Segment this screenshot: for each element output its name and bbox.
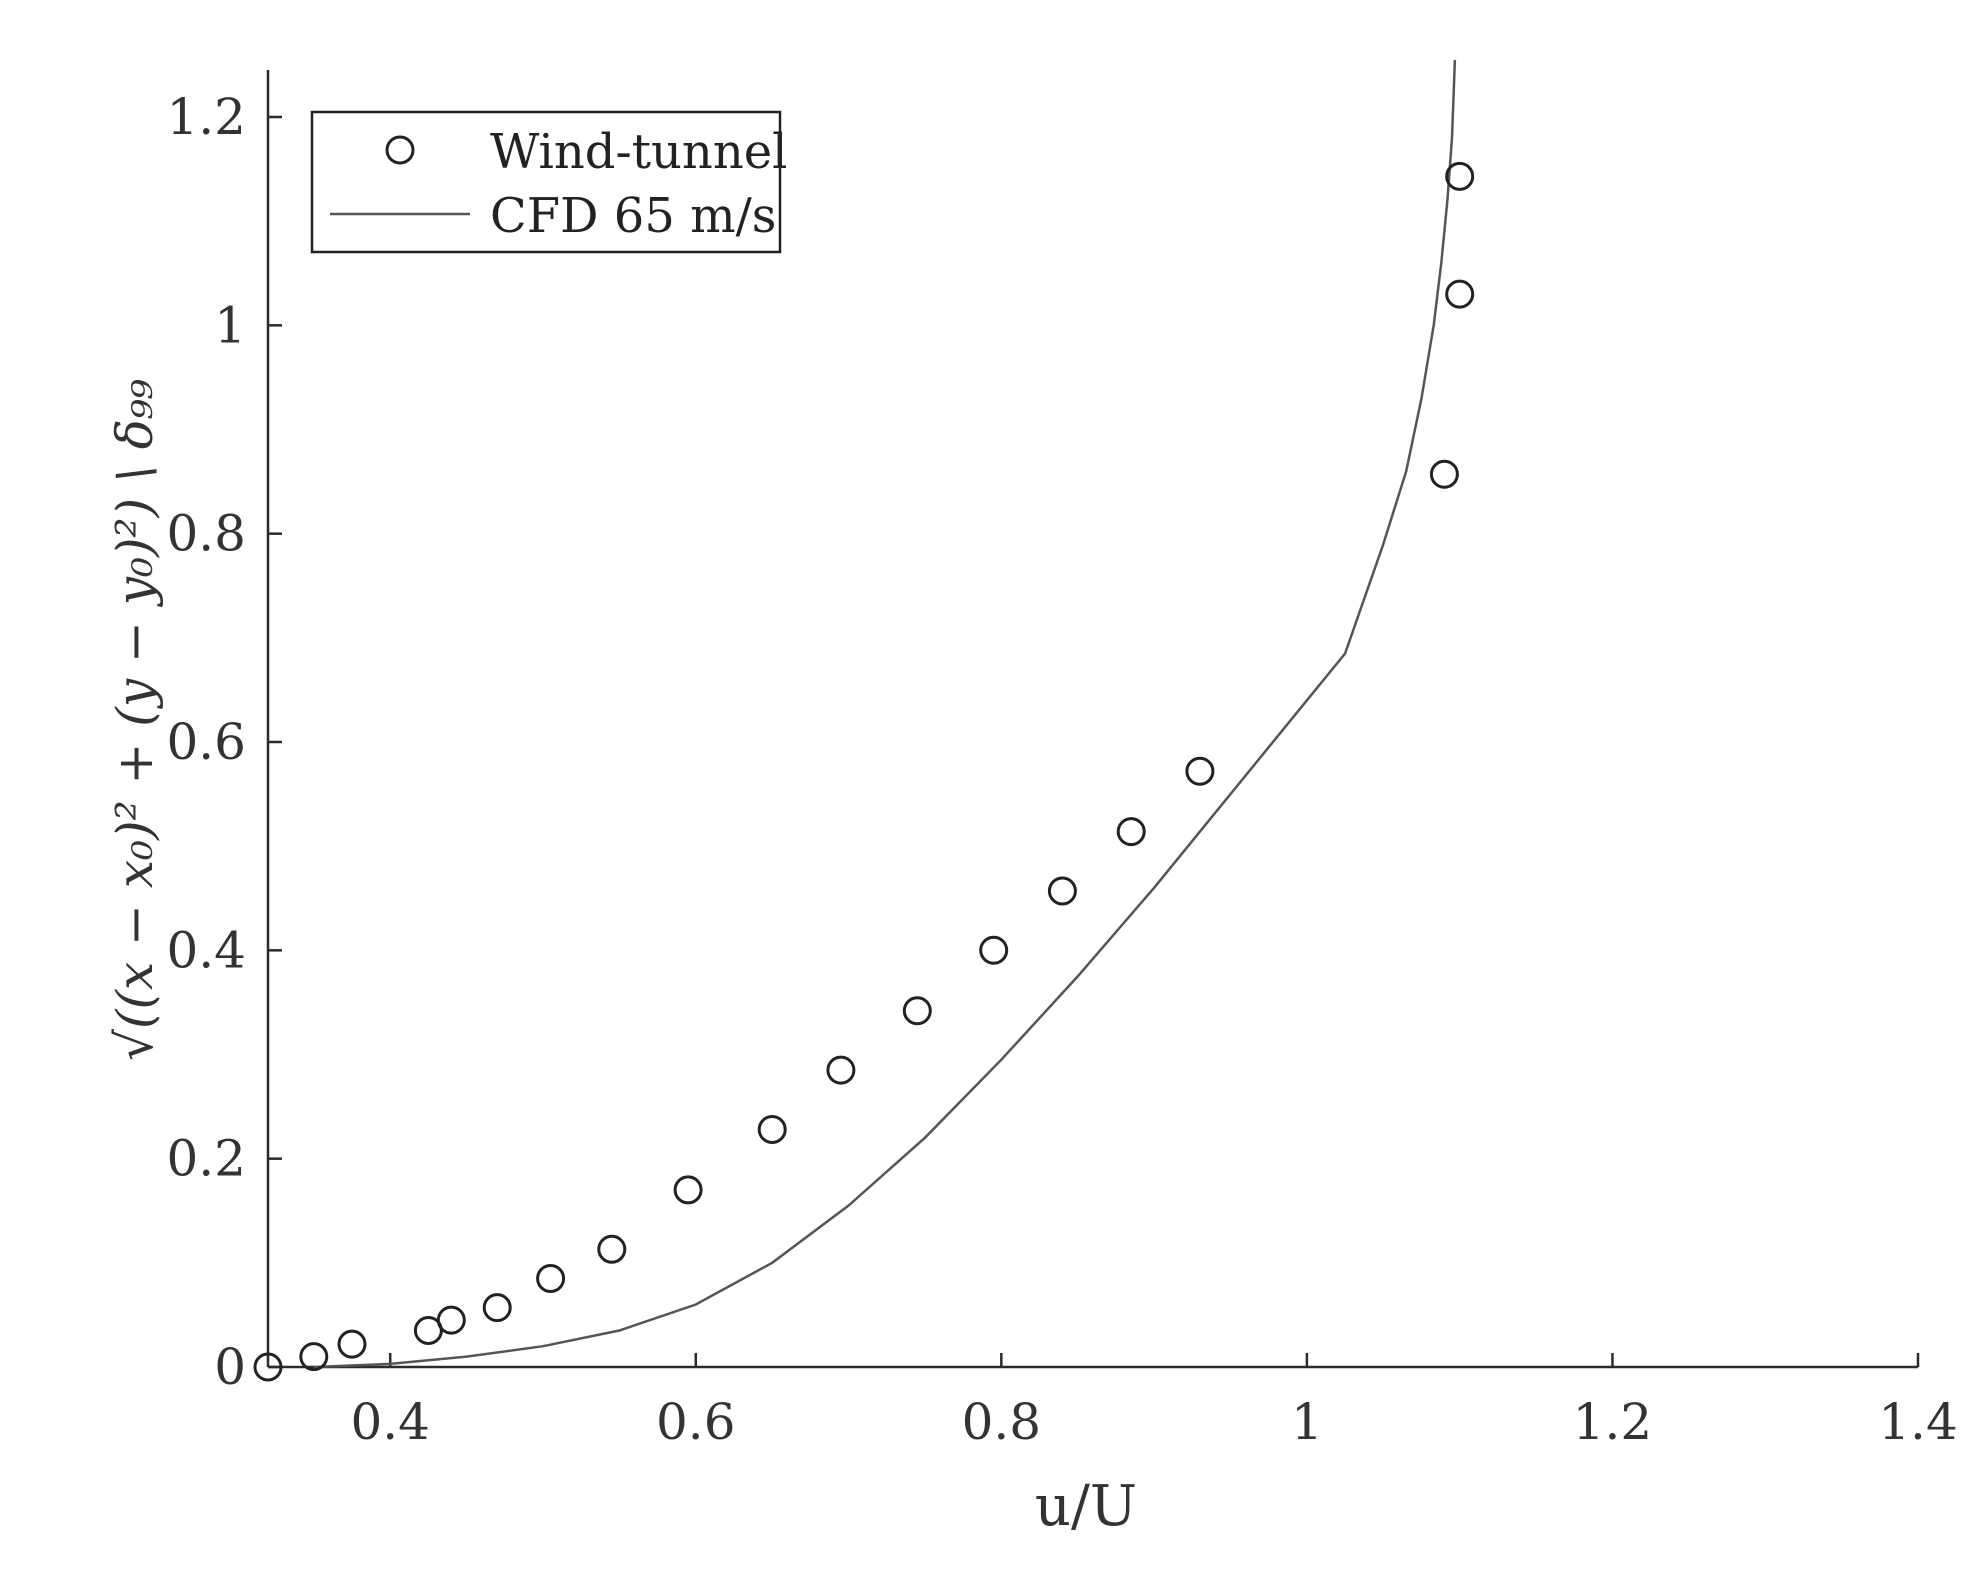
wind-tunnel-point xyxy=(1185,756,1215,786)
x-tick-label: 1 xyxy=(1291,1393,1323,1451)
y-tick-label: 0.8 xyxy=(166,505,246,563)
wind-tunnel-point xyxy=(436,1305,466,1335)
wind-tunnel-point xyxy=(1445,279,1475,309)
legend-marker-wind-tunnel xyxy=(385,135,415,165)
wind-tunnel-point xyxy=(1047,876,1077,906)
wind-tunnel-point xyxy=(337,1329,367,1359)
x-tick-label: 0.6 xyxy=(656,1393,736,1451)
wind-tunnel-point xyxy=(826,1055,856,1085)
x-tick-label: 1.2 xyxy=(1573,1393,1653,1451)
legend-label-wind-tunnel: Wind-tunnel xyxy=(490,124,788,180)
x-tick-label: 0.8 xyxy=(962,1393,1042,1451)
series-wind-tunnel xyxy=(253,161,1475,1382)
legend-box xyxy=(310,110,782,254)
y-tick-label: 0 xyxy=(214,1338,246,1396)
cfd-line-path xyxy=(313,60,1457,1369)
wind-tunnel-point xyxy=(597,1234,627,1264)
x-axis-title: u/U xyxy=(1035,1474,1137,1539)
series-cfd xyxy=(313,60,1457,1369)
y-axis-title: √((x − x₀)² + (y − y₀)²) \ δ₉₉ xyxy=(106,379,164,1061)
y-ticks: 0 0.2 0.4 0.6 0.8 1 1.2 xyxy=(166,88,282,1396)
wind-tunnel-point xyxy=(979,935,1009,965)
wind-tunnel-point xyxy=(1445,161,1475,191)
y-tick-label: 0.6 xyxy=(166,713,246,771)
wind-tunnel-point xyxy=(1116,817,1146,847)
legend-label-cfd: CFD 65 m/s xyxy=(490,188,776,244)
y-tick-label: 1 xyxy=(214,296,246,354)
wind-tunnel-point xyxy=(299,1342,329,1372)
x-tick-label: 0.4 xyxy=(350,1393,430,1451)
wind-tunnel-point xyxy=(673,1175,703,1205)
y-tick-label: 0.4 xyxy=(166,921,246,979)
x-tick-label: 1.4 xyxy=(1878,1393,1958,1451)
y-tick-label: 0.2 xyxy=(166,1130,246,1188)
wind-tunnel-point xyxy=(536,1264,566,1293)
wind-tunnel-point xyxy=(902,996,932,1026)
wind-tunnel-point xyxy=(253,1352,283,1382)
x-ticks: 0.4 0.6 0.8 1 1.2 1.4 xyxy=(350,1353,1958,1451)
wind-tunnel-point xyxy=(1429,459,1459,489)
legend: Wind-tunnel CFD 65 m/s xyxy=(310,110,788,254)
wind-tunnel-point xyxy=(482,1293,512,1323)
wind-tunnel-point xyxy=(757,1115,787,1144)
y-tick-label: 1.2 xyxy=(166,88,246,146)
